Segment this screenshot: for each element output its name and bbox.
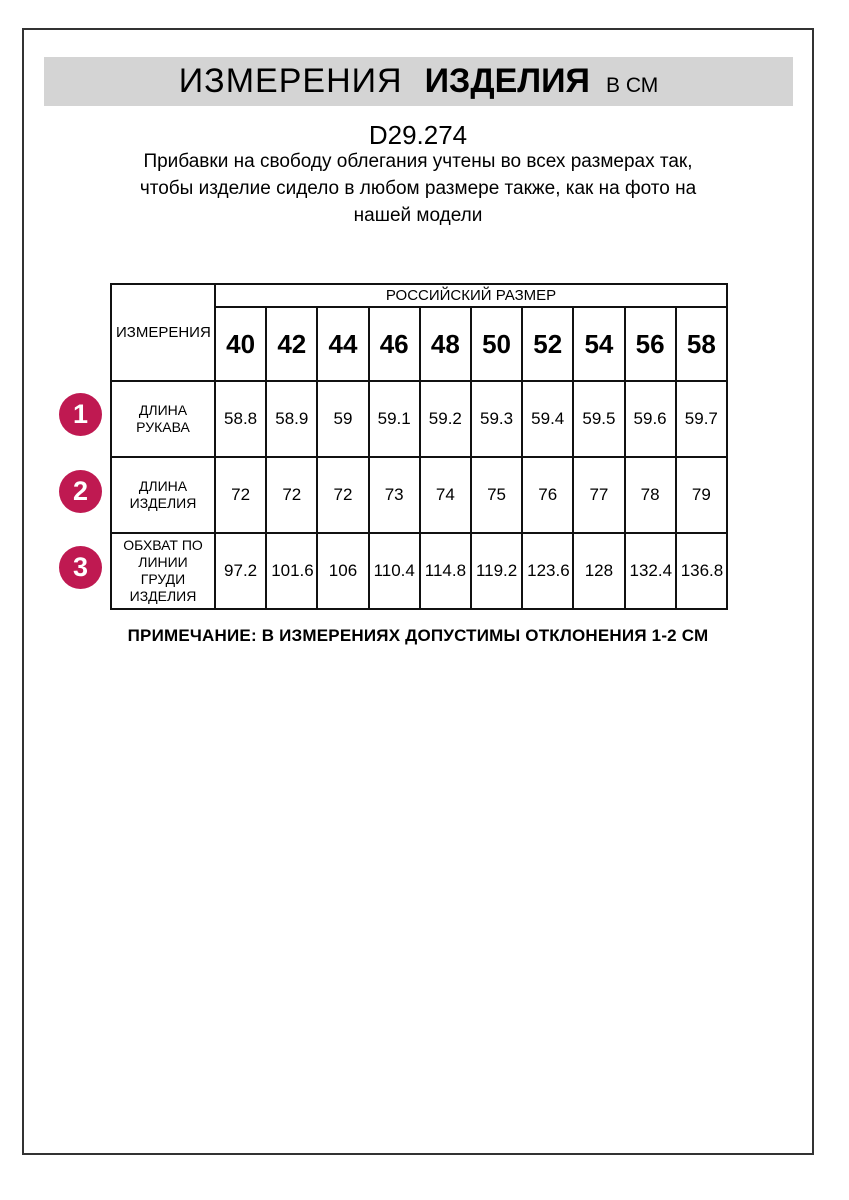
group-header-row: ИЗМЕРЕНИЯ РОССИЙСКИЙ РАЗМЕР (110, 283, 728, 382)
value-cell: 73 (367, 456, 421, 534)
value-cell: 72 (213, 456, 268, 534)
size-header-cell: 46 (367, 306, 421, 382)
value-cell: 58.8 (213, 380, 268, 458)
table-row-garment-length: ДЛИНА ИЗДЕЛИЯ 72 72 72 73 74 75 76 77 78… (110, 456, 729, 534)
measurements-table: ИЗМЕРЕНИЯ РОССИЙСКИЙ РАЗМЕР 40 42 44 46 … (110, 283, 729, 610)
size-header-cell: 58 (674, 306, 729, 382)
size-header-cell: 52 (521, 306, 575, 382)
page-border (22, 28, 814, 1155)
value-cell: 72 (316, 456, 370, 534)
size-header-cell: 50 (469, 306, 524, 382)
size-header-cell: 42 (265, 306, 319, 382)
size-header-cell: 44 (316, 306, 370, 382)
size-header-row: 40 42 44 46 48 50 52 54 56 58 (111, 306, 729, 382)
row-number-badge-2: 2 (59, 470, 102, 513)
value-cell: 106 (316, 532, 370, 610)
size-header-cell: 54 (572, 306, 626, 382)
row-number-badge-1: 1 (59, 393, 102, 436)
value-cell: 79 (674, 456, 729, 534)
value-cell: 59.7 (674, 380, 729, 458)
model-code: D29.274 (368, 120, 468, 150)
group-header: РОССИЙСКИЙ РАЗМЕР (214, 283, 728, 308)
value-cell: 72 (265, 456, 319, 534)
value-cell: 59 (316, 380, 370, 458)
title-units: В СМ (605, 73, 659, 97)
value-cell: 77 (572, 456, 626, 534)
value-cell: 59.6 (623, 380, 677, 458)
value-cell: 110.4 (367, 532, 421, 610)
value-cell: 97.2 (213, 532, 268, 610)
table-row-sleeve-length: ДЛИНА РУКАВА 58.8 58.9 59 59.1 59.2 59.3… (110, 380, 729, 458)
value-cell: 59.5 (572, 380, 626, 458)
title-product: ИЗДЕЛИЯ (424, 62, 590, 100)
value-cell: 78 (623, 456, 677, 534)
description-wrap: Прибавки на свободу облегания учтены во … (22, 148, 814, 229)
tolerance-note: ПРИМЕЧАНИЕ: В ИЗМЕРЕНИЯХ ДОПУСТИМЫ ОТКЛО… (127, 626, 709, 645)
fit-description: Прибавки на свободу облегания учтены во … (139, 151, 697, 226)
value-cell: 59.2 (418, 380, 472, 458)
value-cell: 136.8 (674, 532, 729, 610)
row-number-badge-3: 3 (59, 546, 102, 589)
size-header-cell: 56 (623, 306, 677, 382)
corner-label: ИЗМЕРЕНИЯ (110, 283, 216, 382)
value-cell: 76 (521, 456, 575, 534)
value-cell: 128 (572, 532, 626, 610)
row-label: ДЛИНА РУКАВА (110, 380, 216, 458)
value-cell: 123.6 (521, 532, 575, 610)
value-cell: 59.4 (521, 380, 575, 458)
title-measurements: ИЗМЕРЕНИЯ (178, 62, 403, 100)
title-bar: ИЗМЕРЕНИЯ ИЗДЕЛИЯ В СМ (44, 57, 793, 106)
value-cell: 101.6 (265, 532, 319, 610)
value-cell: 114.8 (418, 532, 472, 610)
value-cell: 75 (469, 456, 524, 534)
value-cell: 59.3 (469, 380, 524, 458)
value-cell: 59.1 (367, 380, 421, 458)
value-cell: 58.9 (265, 380, 319, 458)
value-cell: 74 (418, 456, 472, 534)
value-cell: 132.4 (623, 532, 677, 610)
value-cell: 119.2 (469, 532, 524, 610)
size-header-cell: 40 (213, 306, 268, 382)
table-row-chest-girth: ОБХВАТ ПО ЛИНИИ ГРУДИ ИЗДЕЛИЯ 97.2 101.6… (110, 532, 729, 610)
row-label: ДЛИНА ИЗДЕЛИЯ (110, 456, 216, 534)
row-label: ОБХВАТ ПО ЛИНИИ ГРУДИ ИЗДЕЛИЯ (110, 532, 216, 610)
size-header-cell: 48 (418, 306, 472, 382)
